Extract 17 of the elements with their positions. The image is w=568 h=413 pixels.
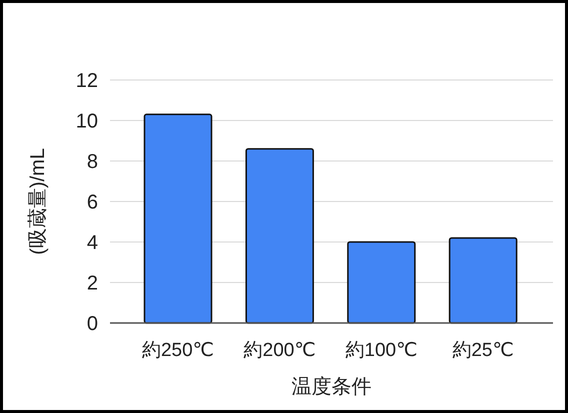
y-tick-label: 2 — [86, 272, 98, 294]
y-tick-label: 4 — [86, 232, 98, 254]
x-tick-label: 約200℃ — [244, 340, 316, 361]
bar — [245, 148, 314, 324]
bar — [144, 114, 212, 324]
x-tick-label: 約250℃ — [142, 340, 214, 361]
x-axis-title: 温度条件 — [292, 376, 372, 398]
x-tick-label: 約100℃ — [345, 340, 418, 361]
bar — [448, 237, 518, 324]
x-tick-label: 約25℃ — [452, 340, 514, 361]
y-tick-label: 6 — [86, 192, 98, 214]
y-tick-label: 0 — [86, 313, 98, 335]
bar — [347, 241, 416, 324]
y-tick-label: 12 — [76, 70, 98, 92]
y-axis-title: (吸蔵量)/mL — [27, 148, 49, 255]
y-tick-label: 10 — [76, 110, 98, 132]
y-tick-label: 8 — [86, 151, 98, 173]
